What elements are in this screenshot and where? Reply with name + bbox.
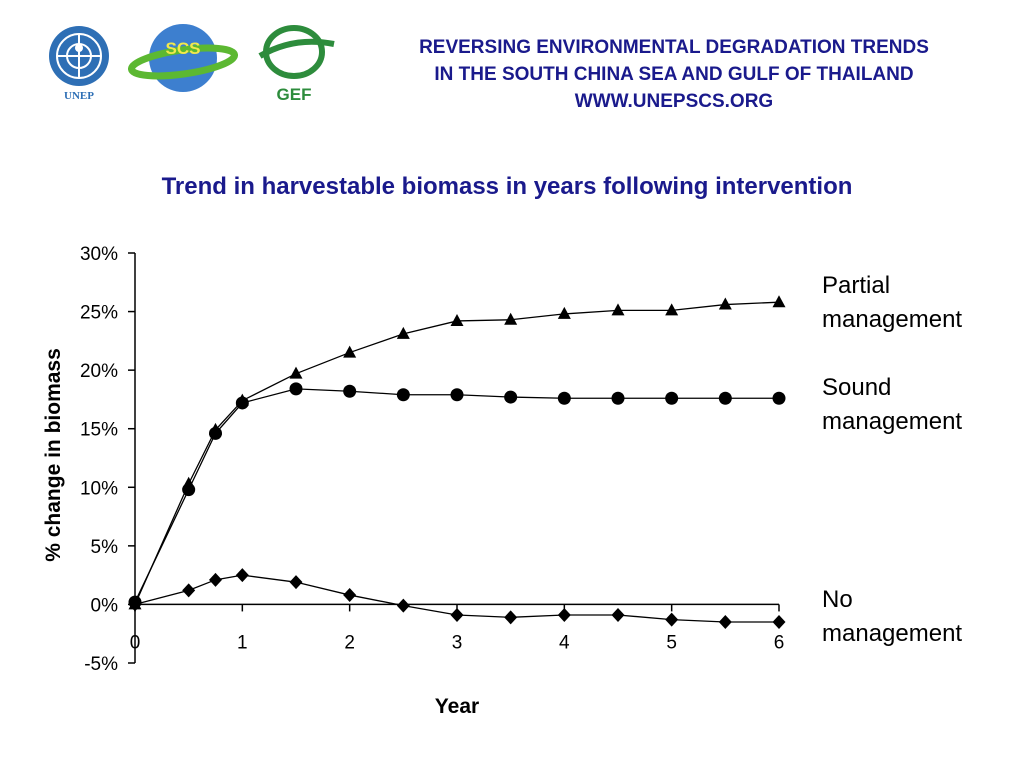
point-partial-management (665, 303, 679, 316)
point-partial-management (772, 295, 786, 308)
point-no-management (396, 598, 410, 613)
legend-sound-line-1: Sound (822, 374, 892, 401)
y-tick-label: 20% (80, 361, 118, 382)
point-partial-management (504, 312, 518, 325)
header-website: WWW.UNEPSCS.ORG (574, 91, 774, 112)
y-tick-label: -5% (84, 654, 118, 675)
point-sound-management (772, 391, 786, 405)
x-tick-label: 6 (774, 632, 785, 653)
y-tick-label: 0% (91, 595, 119, 616)
legend-no-management: No management (822, 583, 1002, 651)
series-line-sound-management (134, 388, 779, 603)
legend-sound-line-2: management (822, 408, 963, 435)
legend-sound-management: Sound management (822, 371, 1002, 439)
point-no-management (665, 612, 679, 627)
legend-partial-line-1: Partial (822, 272, 891, 299)
scs-logo-text: SCS (166, 39, 201, 58)
gef-logo: GEF (254, 16, 340, 106)
point-sound-management (718, 391, 732, 405)
y-axis-label: % change in biomass (42, 348, 65, 562)
y-tick-label: 25% (80, 303, 118, 324)
point-no-management (182, 583, 196, 598)
chart-title: Trend in harvestable biomass in years fo… (161, 173, 853, 200)
point-no-management (504, 610, 518, 625)
point-sound-management (504, 390, 518, 404)
legend-none-line-2: management (822, 620, 963, 647)
header-line-2: IN THE SOUTH CHINA SEA AND GULF OF THAIL… (434, 64, 914, 85)
point-no-management (289, 575, 303, 590)
y-tick-label: 30% (80, 244, 118, 265)
x-tick-label: 2 (344, 632, 355, 653)
legend-none-line-1: No (822, 586, 853, 613)
point-no-management (128, 597, 142, 612)
point-partial-management (611, 303, 625, 316)
point-partial-management (557, 306, 571, 319)
point-no-management (209, 572, 222, 587)
point-sound-management (450, 388, 464, 402)
series-line-partial-management (134, 301, 780, 605)
point-sound-management (235, 396, 249, 410)
point-partial-management (396, 326, 410, 339)
point-no-management (343, 588, 357, 603)
y-tick-label: 10% (80, 478, 118, 499)
x-tick-label: 3 (452, 632, 463, 653)
point-sound-management (182, 483, 196, 497)
point-sound-management (611, 391, 625, 405)
point-sound-management (665, 391, 679, 405)
point-partial-management (343, 345, 357, 358)
point-partial-management (289, 366, 303, 379)
header-title: REVERSING ENVIRONMENTAL DEGRADATION TREN… (352, 34, 996, 115)
x-tick-label: 5 (666, 632, 677, 653)
point-no-management (772, 615, 786, 629)
y-tick-label: 15% (80, 420, 118, 441)
point-partial-management (450, 313, 464, 326)
x-tick-label: 1 (237, 632, 248, 653)
x-tick-label: 0 (130, 632, 141, 653)
x-axis-label: Year (435, 695, 479, 718)
point-no-management (235, 568, 249, 583)
point-no-management (718, 615, 732, 629)
header-line-1: REVERSING ENVIRONMENTAL DEGRADATION TREN… (419, 37, 929, 58)
point-sound-management (557, 391, 571, 405)
legend-partial-line-2: management (822, 306, 963, 333)
x-tick-label: 4 (559, 632, 570, 653)
unep-logo-text: UNEP (64, 90, 94, 102)
point-no-management (611, 607, 625, 622)
point-sound-management (289, 382, 303, 396)
point-no-management (450, 607, 464, 622)
point-sound-management (209, 426, 222, 440)
scs-logo: SCS (127, 18, 239, 100)
point-sound-management (396, 388, 410, 402)
legend-partial-management: Partial management (822, 269, 1002, 337)
gef-logo-text: GEF (277, 85, 312, 104)
point-partial-management (718, 297, 732, 310)
point-sound-management (343, 384, 357, 398)
point-no-management (557, 607, 571, 622)
y-tick-label: 5% (91, 537, 119, 558)
unep-logo: UNEP (38, 22, 120, 102)
